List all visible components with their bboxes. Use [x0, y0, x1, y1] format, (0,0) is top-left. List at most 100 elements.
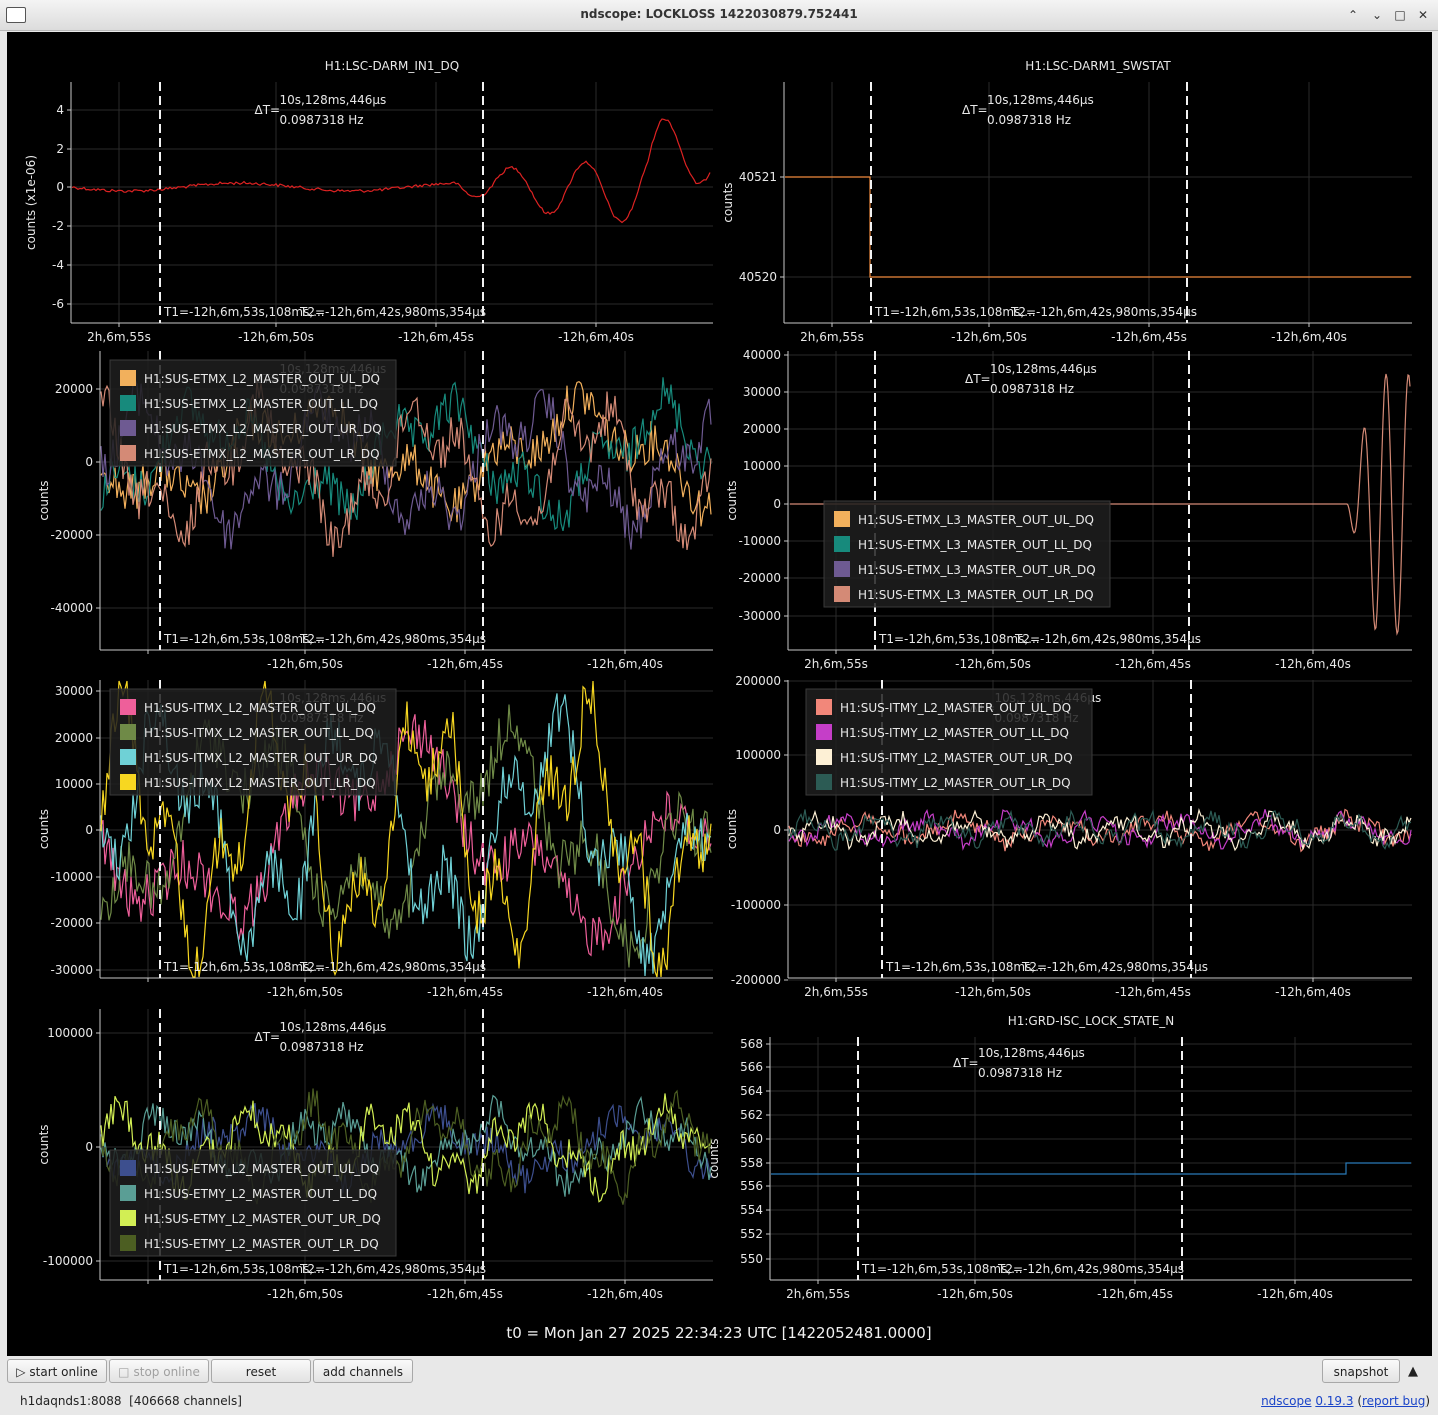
legend-entry: H1:SUS-ETMX_L2_MASTER_OUT_LR_DQ: [144, 447, 380, 461]
x-tick-label: -12h,6m,40s: [587, 657, 663, 671]
y-tick-label: 20000: [55, 731, 93, 745]
minimize-icon[interactable]: ⌄: [1371, 8, 1383, 22]
y-tick-label: 0: [773, 823, 781, 837]
legend-entry: H1:SUS-ETMY_L2_MASTER_OUT_UR_DQ: [144, 1212, 381, 1226]
delta-t-label: ΔT=: [953, 1056, 979, 1070]
x-tick-label: -12h,6m,45s: [398, 330, 474, 344]
delta-t-value: 10s,128ms,446µs: [280, 93, 387, 107]
legend-entry: H1:SUS-ITMY_L2_MASTER_OUT_UL_DQ: [840, 701, 1071, 715]
y-tick-label: 30000: [743, 385, 781, 399]
legend-swatch: [834, 586, 850, 602]
y-tick-label: 562: [740, 1108, 763, 1122]
add-channels-button[interactable]: add channels: [313, 1359, 413, 1383]
y-tick-label: -10000: [50, 870, 93, 884]
data-trace: [100, 380, 712, 557]
legend: H1:SUS-ETMX_L3_MASTER_OUT_UL_DQ H1:SUS-ET…: [823, 500, 1111, 608]
legend: H1:SUS-ETMY_L2_MASTER_OUT_UL_DQ H1:SUS-ET…: [109, 1149, 397, 1257]
close-icon[interactable]: ✕: [1417, 8, 1429, 22]
y-tick-label: -100000: [731, 898, 781, 912]
stop-online-button[interactable]: □ stop online: [109, 1359, 209, 1383]
x-tick-label: -12h,6m,50s: [955, 985, 1031, 999]
legend-box: [109, 1149, 397, 1257]
frequency-value: 0.0987318 Hz: [987, 113, 1071, 127]
legend-swatch: [120, 1185, 136, 1201]
y-tick-label: 10000: [743, 459, 781, 473]
t1-label: T1=-12h,6m,53s,108ms,...: [163, 305, 325, 319]
legend-entry: H1:SUS-ETMY_L2_MASTER_OUT_LR_DQ: [144, 1237, 379, 1251]
t1-label: T1=-12h,6m,53s,108ms,...: [163, 632, 325, 646]
legend-entry: H1:SUS-ETMY_L2_MASTER_OUT_LL_DQ: [144, 1187, 377, 1201]
y-tick-label: 2: [56, 142, 64, 156]
x-tick-label: -12h,6m,40s: [558, 330, 634, 344]
legend-swatch: [120, 395, 136, 411]
plot-3: 20000 0 -20000 -40000 -12h,6m,50s -12h,6m,45s…: [37, 351, 713, 671]
maximize-icon[interactable]: □: [1394, 8, 1406, 22]
y-tick-label: -20000: [50, 528, 93, 542]
ndscope-link[interactable]: ndscope: [1261, 1394, 1312, 1408]
channel-count: [406668 channels]: [129, 1394, 242, 1408]
t2-label: T2=-12h,6m,42s,980ms,354µs: [299, 305, 486, 319]
shade-window-icon[interactable]: ⌃: [1347, 8, 1359, 22]
x-tick-label: 2h,6m,55s: [804, 985, 868, 999]
swstat-trace: [785, 176, 1411, 278]
delta-t-value: 10s,128ms,446µs: [978, 1046, 1085, 1060]
plots-canvas[interactable]: 4 2 0 -2 -4 -6 2h,6m,55s -12h,6m,50s -12h,6m,45s…: [7, 32, 1432, 1356]
legend-swatch: [834, 561, 850, 577]
t1-label: T1=-12h,6m,53s,108ms,...: [861, 1262, 1023, 1276]
cursor-group: ΔT=10s,128ms,446µs 0.0987318 Hz T1=-12h,6m…: [874, 351, 1201, 650]
x-tick-label: -12h,6m,45s: [1111, 330, 1187, 344]
y-tick-label: 40520: [739, 270, 777, 284]
darm-trace: [71, 118, 711, 224]
reset-button[interactable]: reset: [211, 1359, 311, 1383]
y-axis-label: counts: [37, 809, 51, 849]
legend-box: [109, 688, 397, 796]
legend-swatch: [120, 420, 136, 436]
window-titlebar[interactable]: ndscope: LOCKLOSS 1422030879.752441 ⌃ ⌄ …: [0, 0, 1438, 31]
grd-trace: [771, 1162, 1411, 1175]
expand-up-icon[interactable]: ▲: [1408, 1364, 1418, 1379]
y-tick-label: 40521: [739, 170, 777, 184]
legend-swatch: [834, 511, 850, 527]
x-tick-label: -12h,6m,45s: [427, 657, 503, 671]
legend-swatch: [120, 445, 136, 461]
y-axis-label: counts: [37, 480, 51, 520]
y-tick-label: 552: [740, 1227, 763, 1241]
legend-entry: H1:SUS-ETMX_L3_MASTER_OUT_LR_DQ: [858, 588, 1094, 602]
y-tick-label: 554: [740, 1203, 763, 1217]
frequency-value: 0.0987318 Hz: [990, 382, 1074, 396]
data-trace: [788, 808, 1412, 852]
y-tick-label: -100000: [43, 1254, 93, 1268]
legend-swatch: [834, 536, 850, 552]
data-trace: [100, 377, 712, 550]
legend-swatch: [120, 724, 136, 740]
y-tick-label: 0: [773, 497, 781, 511]
legend-entry: H1:SUS-ITMY_L2_MASTER_OUT_UR_DQ: [840, 751, 1073, 765]
x-tick-label: -12h,6m,50s: [951, 330, 1027, 344]
frequency-value: 0.0987318 Hz: [280, 113, 364, 127]
legend-swatch: [120, 1210, 136, 1226]
y-tick-label: -30000: [50, 963, 93, 977]
t2-label: T2=-12h,6m,42s,980ms,354µs: [1010, 305, 1197, 319]
y-tick-label: -20000: [50, 916, 93, 930]
y-tick-label: 560: [740, 1132, 763, 1146]
report-bug-link[interactable]: report bug: [1362, 1394, 1426, 1408]
legend-entry: H1:SUS-ETMX_L2_MASTER_OUT_UR_DQ: [144, 422, 382, 436]
delta-t-label: ΔT=: [962, 103, 988, 117]
y-tick-label: 4: [56, 103, 64, 117]
legend-swatch: [120, 370, 136, 386]
legend-entry: H1:SUS-ITMX_L2_MASTER_OUT_UR_DQ: [144, 751, 378, 765]
t1-label: T1=-12h,6m,53s,108ms,...: [885, 960, 1047, 974]
plot-area[interactable]: 4 2 0 -2 -4 -6 2h,6m,55s -12h,6m,50s -12h,6m,45s…: [7, 32, 1432, 1356]
y-tick-label: -6: [52, 297, 64, 311]
legend-entry: H1:SUS-ITMX_L2_MASTER_OUT_LL_DQ: [144, 726, 374, 740]
version-link[interactable]: 0.19.3: [1315, 1394, 1354, 1408]
snapshot-button[interactable]: snapshot: [1322, 1359, 1400, 1383]
delta-t-label: ΔT=: [255, 103, 281, 117]
data-trace: [100, 680, 712, 978]
legend: H1:SUS-ITMY_L2_MASTER_OUT_UL_DQ H1:SUS-IT…: [805, 688, 1093, 796]
y-tick-label: 40000: [743, 348, 781, 362]
y-tick-label: 0: [85, 1140, 93, 1154]
legend: H1:SUS-ITMX_L2_MASTER_OUT_UL_DQ H1:SUS-IT…: [109, 688, 397, 796]
cursor-group: ΔT=10s,128ms,446µs 0.0987318 Hz T1=-12h,6m…: [857, 1037, 1184, 1280]
start-online-button[interactable]: ▷ start online: [7, 1359, 107, 1383]
